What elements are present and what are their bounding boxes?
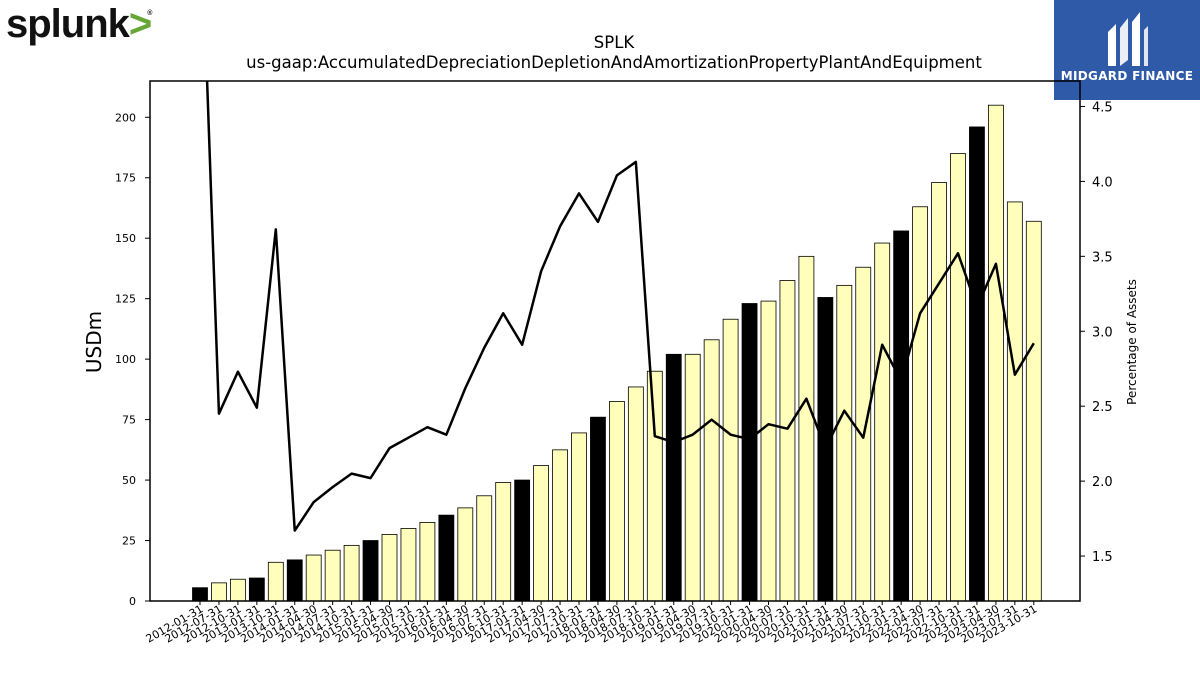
- splunk-logo: splunk>®: [6, 2, 152, 46]
- bar: [590, 416, 606, 602]
- bar: [893, 230, 910, 602]
- midgard-finance-logo: MIDGARD FINANCE: [1054, 0, 1200, 100]
- y2-tick-label: 3.0: [1092, 325, 1113, 340]
- y2-tick-label: 4.0: [1092, 175, 1113, 190]
- bar: [627, 386, 644, 602]
- bar: [684, 353, 701, 602]
- bar: [381, 534, 398, 602]
- bar: [609, 401, 625, 602]
- bar: [192, 587, 208, 602]
- y2-tick-label: 3.5: [1092, 250, 1113, 265]
- series-line: [205, 81, 1035, 532]
- bar: [476, 495, 493, 602]
- y-tick-label: 75: [122, 414, 136, 427]
- bar: [912, 206, 928, 602]
- bar: [305, 554, 322, 602]
- bar: [343, 544, 360, 602]
- plot-border: [149, 80, 1081, 602]
- bar: [703, 339, 720, 602]
- bar: [646, 370, 663, 602]
- y-tick-label: 50: [122, 474, 136, 487]
- chart-subtitle: us-gaap:AccumulatedDepreciationDepletion…: [246, 53, 982, 72]
- bar-series: [192, 104, 1042, 602]
- bar: [438, 514, 455, 602]
- y2-tick-label: 2.0: [1092, 475, 1113, 490]
- bar: [760, 300, 777, 602]
- bar: [533, 465, 549, 602]
- bar: [722, 318, 739, 602]
- y2-axis-label: Percentage of Assets: [1125, 279, 1139, 405]
- bar: [324, 549, 341, 602]
- y-tick-label: 100: [115, 353, 136, 366]
- bar: [931, 182, 947, 602]
- bar: [514, 479, 531, 602]
- bar: [665, 353, 682, 602]
- plot-frame: [149, 80, 1081, 602]
- y-axis-label: USDm: [82, 311, 106, 373]
- y2-tick-label: 1.5: [1092, 550, 1113, 565]
- bar: [798, 255, 815, 602]
- bar: [286, 559, 303, 602]
- bar: [362, 540, 379, 602]
- bar: [229, 578, 246, 602]
- percentage-line-series: [205, 81, 1035, 532]
- bar: [457, 507, 474, 602]
- bar: [571, 432, 587, 602]
- midgard-logo-text: MIDGARD FINANCE: [1060, 69, 1194, 83]
- midgard-mark-icon: [1108, 12, 1148, 66]
- bar: [248, 577, 265, 602]
- y-tick-label: 125: [115, 293, 136, 306]
- bar: [741, 303, 758, 602]
- bar: [969, 126, 985, 602]
- bar: [988, 104, 1004, 602]
- right-axis-ticks: 1.5 2.0 2.5 3.0 3.5 4.0 4.5: [1080, 100, 1113, 565]
- bar: [836, 284, 853, 602]
- bar: [874, 242, 891, 602]
- bar: [779, 280, 796, 602]
- bar: [1025, 220, 1042, 602]
- y2-tick-label: 4.5: [1092, 100, 1113, 115]
- y-tick-label: 25: [122, 535, 136, 548]
- y-tick-label: 175: [115, 172, 136, 185]
- bar: [1006, 201, 1023, 602]
- bar: [950, 153, 966, 602]
- bar: [211, 582, 227, 602]
- bar: [552, 449, 568, 602]
- y-tick-label: 0: [129, 595, 136, 608]
- y-tick-label: 200: [115, 111, 136, 124]
- bar: [267, 561, 284, 602]
- bar: [400, 528, 417, 602]
- bar: [419, 522, 436, 602]
- y2-tick-label: 2.5: [1092, 400, 1113, 415]
- chart-title: SPLK: [594, 33, 636, 52]
- left-axis-ticks: 0 25 50 75 100 125 150 175 200: [115, 111, 150, 608]
- y-tick-label: 150: [115, 232, 136, 245]
- x-axis-ticks: 2012-01-312012-07-312012-10-312013-01-31…: [144, 601, 1039, 646]
- bar: [495, 482, 512, 602]
